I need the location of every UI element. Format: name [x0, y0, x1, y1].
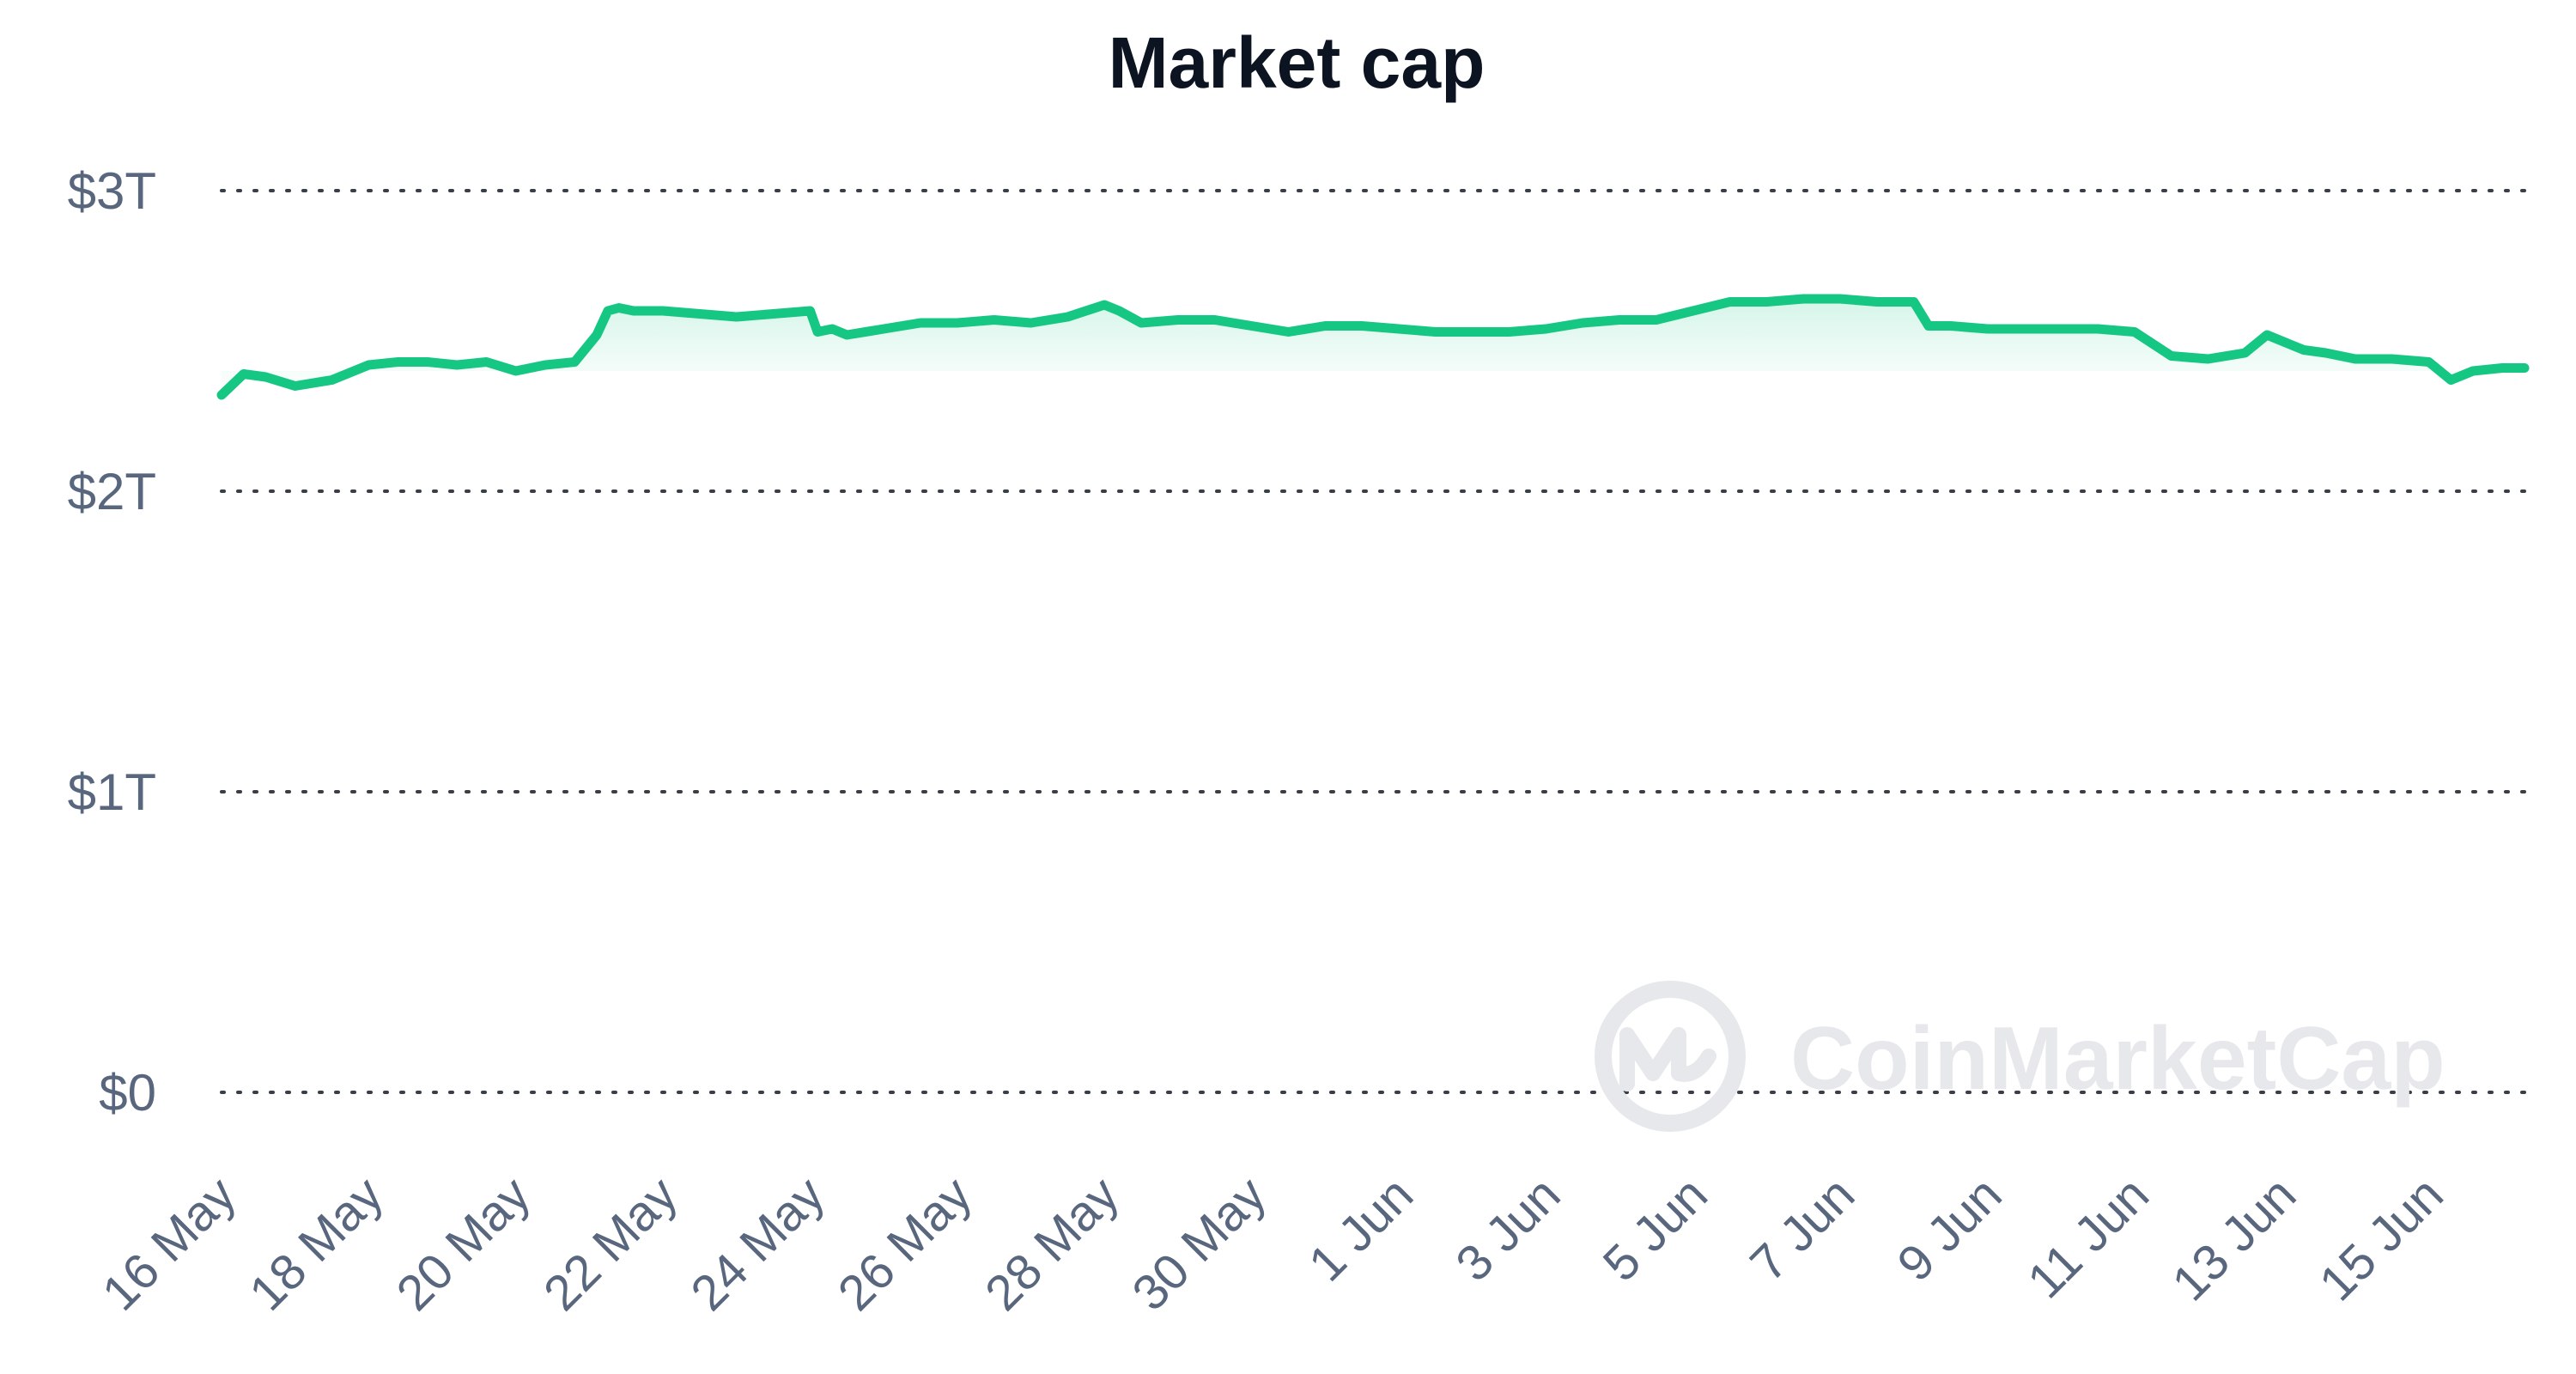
x-tick-label: 9 Jun [1886, 1166, 2012, 1292]
x-tick-label: 26 May [828, 1166, 982, 1321]
x-tick-label: 13 Jun [2161, 1166, 2306, 1311]
y-tick-label: $0 [99, 1064, 156, 1122]
chart-title: Market cap [1109, 22, 1485, 103]
x-tick-label: 3 Jun [1445, 1166, 1571, 1292]
coinmarketcap-logo-wave [1619, 1027, 1716, 1091]
x-tick-label: 18 May [239, 1166, 393, 1321]
series-line-market-cap [216, 294, 2530, 400]
y-tick-label: $3T [68, 162, 156, 220]
x-tick-label: 30 May [1121, 1166, 1276, 1321]
y-tick-label: $2T [68, 463, 156, 520]
x-tick-label: 28 May [975, 1166, 1129, 1321]
series-area-fill [222, 299, 2524, 395]
coinmarketcap-watermark: CoinMarketCap [1595, 981, 2445, 1132]
x-tick-label: 11 Jun [2017, 1166, 2160, 1309]
x-tick-label: 15 Jun [2309, 1166, 2454, 1311]
watermark-text: CoinMarketCap [1790, 1009, 2445, 1109]
x-tick-label: 20 May [386, 1166, 540, 1321]
y-tick-label: $1T [68, 763, 156, 821]
x-tick-label: 22 May [533, 1166, 688, 1321]
x-tick-label: 16 May [92, 1166, 246, 1321]
y-axis-tick-labels: $3T $2T $1T $0 [68, 162, 156, 1122]
coinmarketcap-logo-icon [1595, 981, 1746, 1132]
x-tick-label: 5 Jun [1593, 1166, 1718, 1292]
x-tick-label: 24 May [680, 1166, 835, 1321]
x-tick-label: 7 Jun [1740, 1166, 1865, 1292]
x-tick-label: 1 Jun [1298, 1166, 1424, 1292]
